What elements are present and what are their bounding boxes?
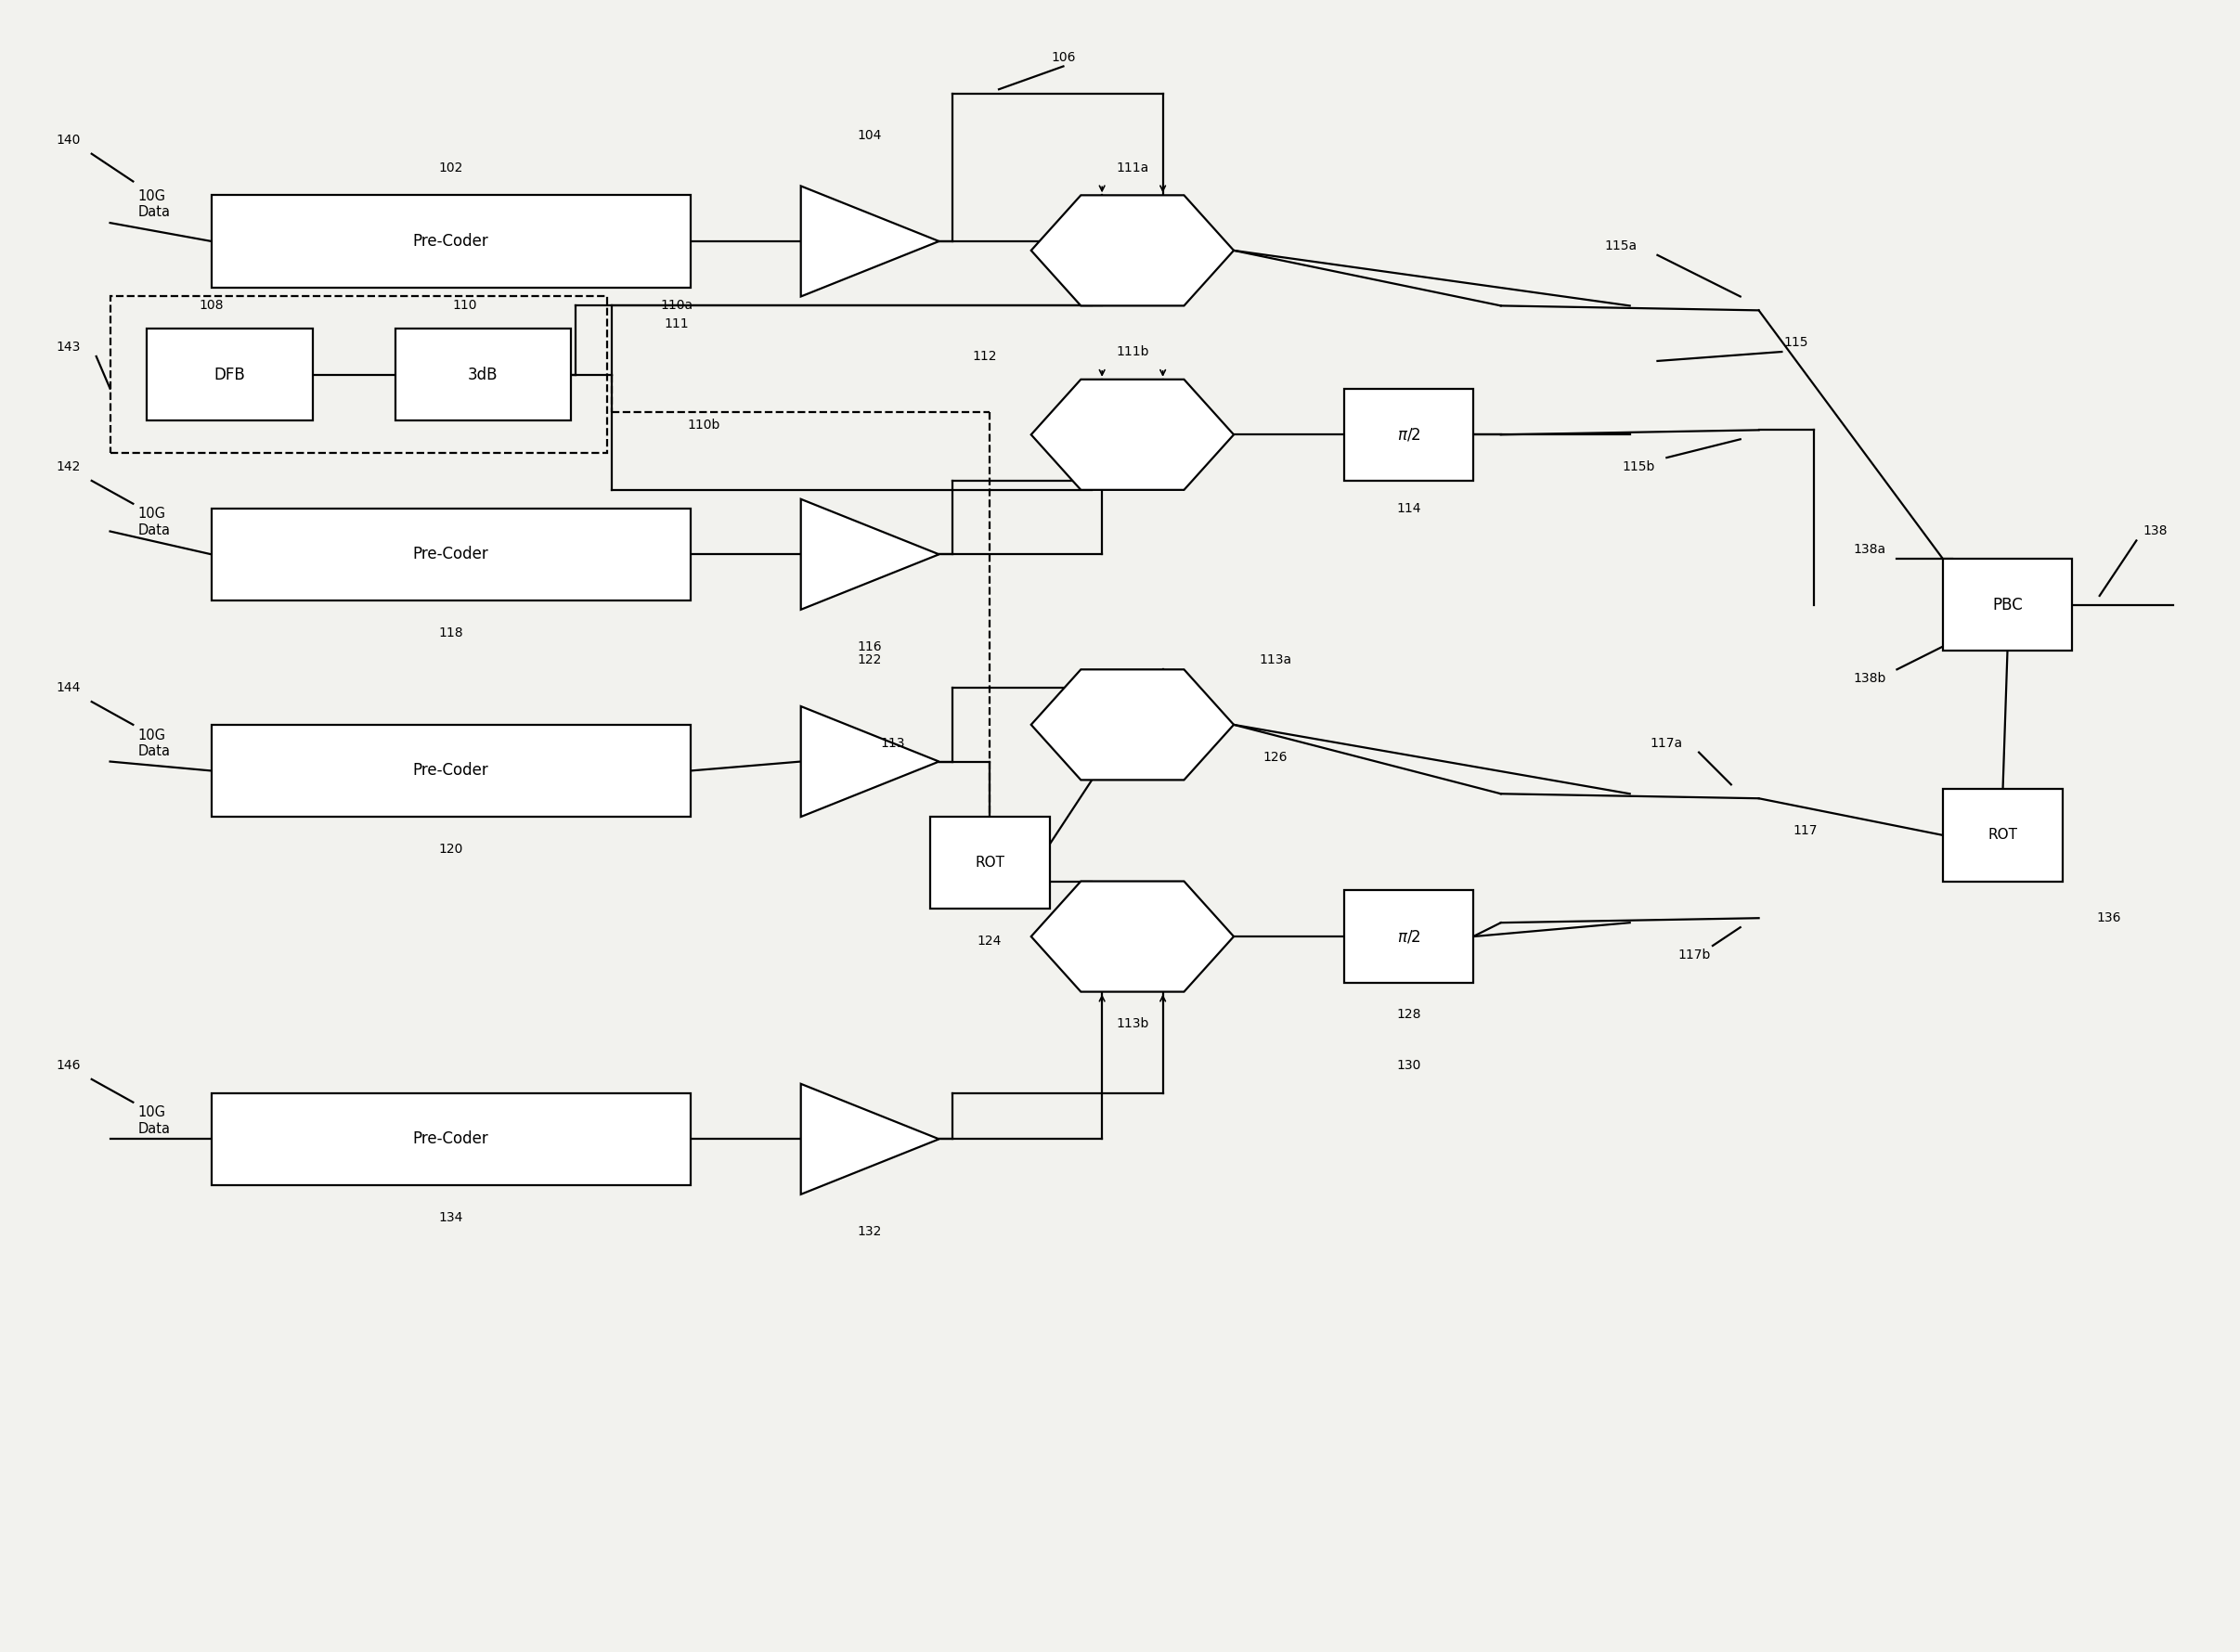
Polygon shape [1030,380,1234,491]
Text: 118: 118 [439,626,464,639]
Text: 116: 116 [858,639,883,653]
Text: 10G
Data: 10G Data [137,729,170,758]
Polygon shape [1030,195,1234,306]
Text: 117a: 117a [1651,737,1682,750]
Text: 111b: 111b [1116,345,1149,358]
Polygon shape [802,707,939,816]
Text: PBC: PBC [1991,596,2023,613]
Text: 10G
Data: 10G Data [137,190,170,220]
Text: 102: 102 [439,162,464,173]
Bar [396,329,571,421]
Text: 138b: 138b [1852,672,1886,686]
Text: 115b: 115b [1622,461,1655,474]
Text: 128: 128 [1396,1008,1420,1021]
Polygon shape [802,187,939,296]
Text: Pre-Coder: Pre-Coder [412,547,488,563]
Text: Pre-Coder: Pre-Coder [412,762,488,780]
Bar [110,296,607,453]
Text: 104: 104 [858,129,883,142]
Bar [1942,558,2072,651]
Text: 110: 110 [452,299,477,312]
Text: 120: 120 [439,843,464,856]
Bar [1344,388,1474,481]
Text: 117: 117 [1792,824,1817,838]
Text: 106: 106 [1051,51,1075,63]
Bar [1942,790,2063,881]
Bar [211,1094,690,1184]
Bar [1344,890,1474,983]
Text: Pre-Coder: Pre-Coder [412,1130,488,1148]
Text: 111a: 111a [1116,162,1149,173]
Text: 117b: 117b [1678,948,1711,961]
Text: 142: 142 [56,461,81,474]
Text: 10G
Data: 10G Data [137,507,170,537]
Bar [211,195,690,287]
Text: 140: 140 [56,134,81,147]
Text: 124: 124 [977,935,1001,948]
Text: 138: 138 [2141,525,2166,539]
Text: 111: 111 [663,317,690,330]
Polygon shape [802,499,939,610]
Text: ROT: ROT [1987,828,2018,843]
Text: 113a: 113a [1259,654,1292,667]
Polygon shape [802,1084,939,1194]
Bar [211,725,690,816]
Text: $\pi$/2: $\pi$/2 [1398,928,1420,945]
Polygon shape [1030,881,1234,991]
Text: DFB: DFB [215,367,246,383]
Text: 143: 143 [56,340,81,354]
Text: 122: 122 [858,654,883,667]
Text: 114: 114 [1396,502,1420,515]
Bar [930,816,1051,909]
Text: ROT: ROT [974,856,1004,871]
Bar [148,329,314,421]
Text: Pre-Coder: Pre-Coder [412,233,488,249]
Text: $\pi$/2: $\pi$/2 [1398,426,1420,443]
Bar [211,509,690,600]
Text: 136: 136 [2097,912,2121,925]
Text: 126: 126 [1263,750,1288,763]
Text: 138a: 138a [1852,544,1886,557]
Text: 112: 112 [972,350,997,363]
Text: 115a: 115a [1604,240,1637,253]
Text: 113: 113 [880,737,905,750]
Text: 110a: 110a [661,299,692,312]
Text: 108: 108 [199,299,224,312]
Text: 130: 130 [1396,1059,1420,1072]
Text: 110b: 110b [688,420,721,431]
Text: 134: 134 [439,1211,464,1224]
Text: 3dB: 3dB [468,367,497,383]
Text: 113b: 113b [1116,1018,1149,1031]
Text: 10G
Data: 10G Data [137,1105,170,1135]
Text: 146: 146 [56,1059,81,1072]
Polygon shape [1030,669,1234,780]
Text: 144: 144 [56,681,81,694]
Text: 132: 132 [858,1224,883,1237]
Text: 115: 115 [1783,335,1808,349]
